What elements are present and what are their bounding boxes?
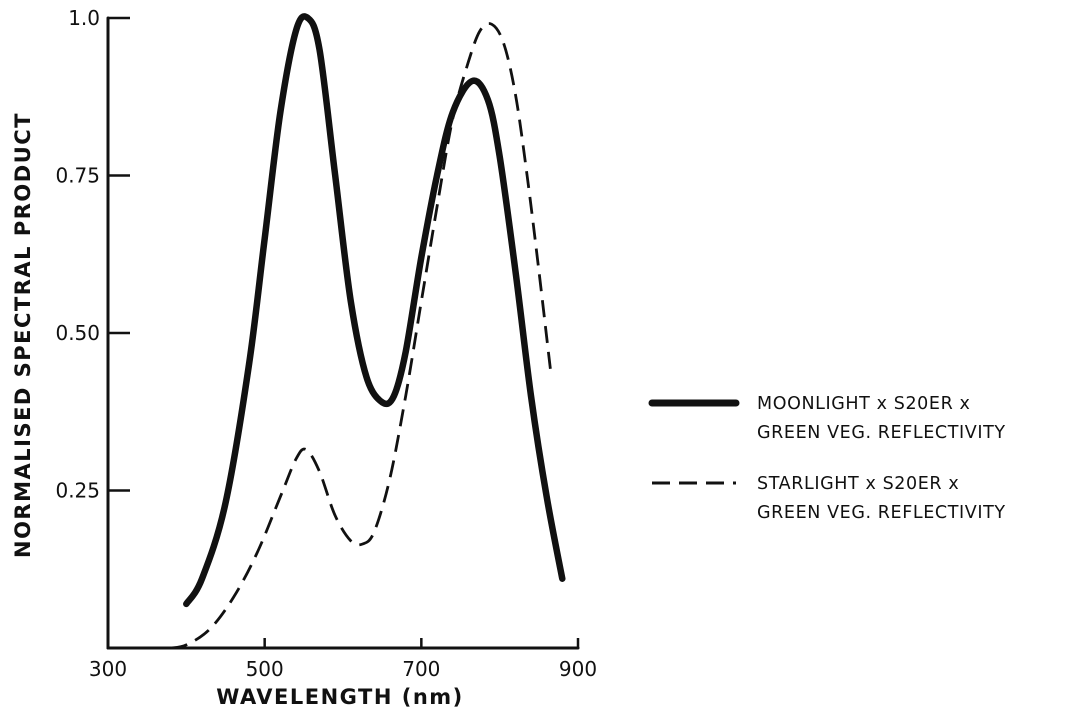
legend-label-line-1: STARLIGHT x S20ER x [757, 474, 959, 494]
x-tick-label: 700 [402, 657, 440, 681]
y-axis-ticks: 0.25 0.50 0.75 1.0 [55, 6, 130, 503]
series-line-starlight [170, 22, 552, 650]
x-tick-label: 300 [89, 657, 127, 681]
x-tick-label: 900 [559, 657, 597, 681]
x-axis-title: WAVELENGTH (nm) [216, 685, 464, 709]
legend-label-line-2: GREEN VEG. REFLECTIVITY [757, 503, 1006, 523]
series-layer [170, 13, 566, 650]
y-tick-label: 0.75 [55, 164, 100, 188]
legend-entry-starlight: STARLIGHT x S20ER x GREEN VEG. REFLECTIV… [652, 474, 1006, 523]
y-axis-title: NORMALISED SPECTRAL PRODUCT [11, 112, 35, 558]
axes [106, 16, 580, 650]
y-tick-label: 0.25 [55, 479, 100, 503]
x-axis-ticks: 300 500 700 900 [89, 638, 597, 681]
legend-entry-moonlight: MOONLIGHT x S20ER x GREEN VEG. REFLECTIV… [648, 394, 1006, 443]
legend-label-line-2: GREEN VEG. REFLECTIVITY [757, 423, 1006, 443]
series-line-moonlight [183, 13, 566, 608]
legend-label-line-1: MOONLIGHT x S20ER x [757, 394, 970, 414]
legend: MOONLIGHT x S20ER x GREEN VEG. REFLECTIV… [648, 394, 1006, 523]
y-tick-label: 0.50 [55, 321, 100, 345]
y-tick-label: 1.0 [68, 6, 100, 30]
x-tick-label: 500 [246, 657, 284, 681]
